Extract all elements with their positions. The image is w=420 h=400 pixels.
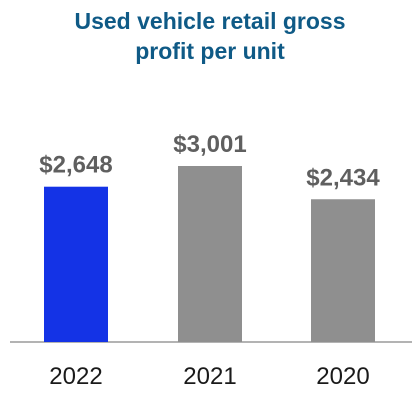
x-tick-label-2022: 2022 [49, 363, 102, 390]
chart-title-line-1: Used vehicle retail gross [74, 8, 346, 34]
value-label-2020: $2,434 [306, 164, 380, 191]
x-tick-label-2021: 2021 [183, 363, 236, 390]
x-tick-label-2020: 2020 [316, 363, 369, 390]
bar-2021 [178, 166, 242, 342]
value-label-2021: $3,001 [173, 131, 246, 158]
bar-2020 [311, 199, 375, 342]
chart-title-line-2: profit per unit [135, 38, 285, 64]
chart-title: Used vehicle retail gross profit per uni… [0, 6, 420, 66]
bar-2022 [44, 186, 108, 342]
value-label-2022: $2,648 [39, 152, 112, 179]
